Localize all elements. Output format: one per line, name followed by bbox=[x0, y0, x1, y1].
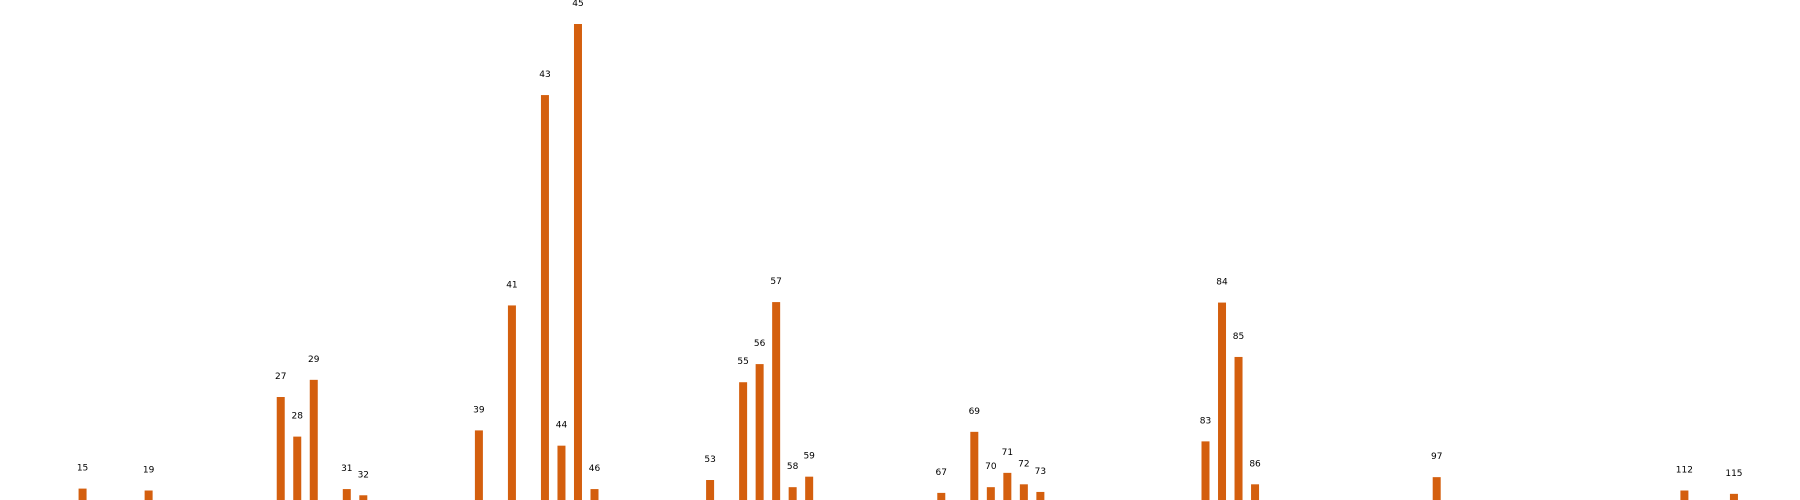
bar-label-39: 39 bbox=[473, 405, 485, 415]
bar-label-86: 86 bbox=[1249, 459, 1261, 469]
bar-label-67: 67 bbox=[936, 468, 947, 478]
bar-label-85: 85 bbox=[1233, 332, 1244, 342]
bar-56 bbox=[755, 364, 764, 500]
bar-43 bbox=[540, 95, 549, 500]
bar-label-115: 115 bbox=[1725, 469, 1742, 479]
bar-label-46: 46 bbox=[589, 464, 601, 474]
bar-label-57: 57 bbox=[770, 277, 781, 287]
bars-layer bbox=[78, 24, 1738, 500]
bar-112 bbox=[1680, 490, 1689, 500]
bar-59 bbox=[805, 476, 814, 500]
bar-28 bbox=[293, 436, 302, 500]
bar-41 bbox=[507, 305, 516, 500]
bar-label-55: 55 bbox=[737, 357, 748, 367]
bar-57 bbox=[772, 302, 781, 500]
bar-53 bbox=[706, 480, 715, 500]
bar-70 bbox=[986, 487, 995, 500]
bar-label-27: 27 bbox=[275, 372, 286, 382]
bar-label-32: 32 bbox=[358, 470, 369, 480]
bar-67 bbox=[937, 492, 946, 500]
bar-label-72: 72 bbox=[1018, 459, 1029, 469]
bar-32 bbox=[359, 495, 368, 500]
bar-27 bbox=[276, 397, 285, 500]
bar-labels-layer: 15 19 27 28 29 31 32 39 41 43 44 45 46 53 55 56 57 58 59 67… bbox=[77, 0, 1743, 480]
bar-label-53: 53 bbox=[704, 455, 715, 465]
bar-84 bbox=[1218, 302, 1227, 500]
bar-55 bbox=[739, 382, 748, 500]
bar-label-112: 112 bbox=[1676, 466, 1693, 476]
bar-15 bbox=[78, 488, 87, 500]
bar-label-19: 19 bbox=[143, 466, 155, 476]
bar-72 bbox=[1019, 484, 1028, 500]
bar-label-73: 73 bbox=[1035, 467, 1046, 477]
bar-label-83: 83 bbox=[1200, 416, 1211, 426]
bar-85 bbox=[1234, 356, 1243, 500]
bar-label-44: 44 bbox=[556, 421, 568, 431]
bar-label-28: 28 bbox=[292, 412, 304, 422]
bar-label-70: 70 bbox=[985, 462, 997, 472]
bar-label-31: 31 bbox=[341, 464, 352, 474]
bar-46 bbox=[590, 489, 599, 500]
bar-label-15: 15 bbox=[77, 464, 88, 474]
bar-label-43: 43 bbox=[539, 70, 550, 80]
bar-label-45: 45 bbox=[572, 0, 583, 9]
bar-29 bbox=[309, 379, 318, 500]
bar-19 bbox=[144, 490, 153, 500]
bar-label-41: 41 bbox=[506, 280, 517, 290]
bar-label-97: 97 bbox=[1431, 452, 1442, 462]
bar-73 bbox=[1036, 491, 1045, 500]
bar-115 bbox=[1729, 493, 1738, 500]
bar-71 bbox=[1003, 472, 1012, 500]
bar-86 bbox=[1251, 484, 1260, 500]
bar-44 bbox=[557, 445, 566, 500]
bar-69 bbox=[970, 431, 979, 500]
bar-label-29: 29 bbox=[308, 355, 320, 365]
bar-label-84: 84 bbox=[1216, 278, 1228, 288]
bar-label-71: 71 bbox=[1002, 448, 1013, 458]
bar-31 bbox=[342, 489, 351, 500]
bar-label-58: 58 bbox=[787, 462, 799, 472]
bar-83 bbox=[1201, 441, 1210, 500]
bar-label-56: 56 bbox=[754, 339, 766, 349]
bar-39 bbox=[474, 430, 483, 500]
bar-label-69: 69 bbox=[969, 407, 981, 417]
bar-97 bbox=[1432, 477, 1441, 500]
bar-45 bbox=[573, 24, 582, 500]
bar-58 bbox=[788, 487, 797, 500]
bar-label-59: 59 bbox=[803, 452, 815, 462]
